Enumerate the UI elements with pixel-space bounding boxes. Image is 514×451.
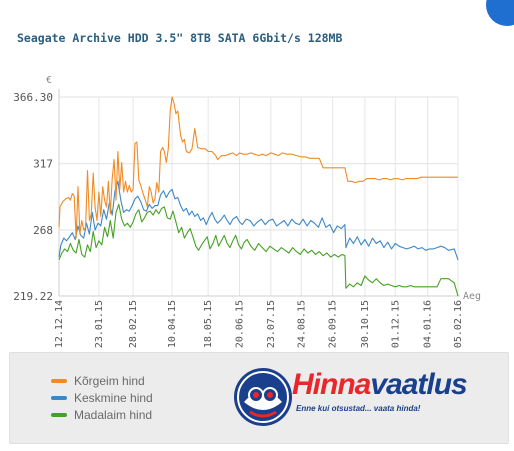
chart-labels: 366.30 317 268 219.22 € Aeg 12.12.14 23.01.15 28… (13, 75, 481, 348)
legend-swatch-lowest (51, 412, 67, 417)
x-axis-label: Aeg (463, 291, 481, 302)
legend-list: Kõrgeim hind Keskmine hind Madalaim hind (51, 372, 153, 423)
logo-word-red: Hinna (292, 368, 371, 401)
legend-label-highest: Kõrgeim hind (74, 373, 145, 388)
x-tick-label: 05.02.16 (453, 300, 464, 348)
y-tick-label: 268 (33, 224, 53, 237)
y-tick-label: 366.30 (13, 91, 53, 104)
legend-swatch-average (51, 395, 67, 400)
chart-axes (58, 89, 460, 297)
legend-item-average[interactable]: Keskmine hind (51, 389, 153, 406)
chart-grid (58, 96, 459, 297)
x-tick-label: 24.08.15 (296, 300, 307, 348)
x-tick-label: 20.06.15 (235, 300, 246, 348)
series-line-lowest (58, 203, 459, 297)
logo-slogan: Enne kui otsustad... vaata hinda! (296, 404, 421, 413)
series-line-highest (58, 96, 458, 239)
chart-title: Seagate Archive HDD 3.5" 8TB SATA 6Gbit/… (17, 31, 343, 45)
y-axis-unit: € (46, 75, 52, 86)
price-chart: 366.30 317 268 219.22 € Aeg 12.12.14 23.01.15 28… (13, 75, 481, 348)
x-tick-label: 28.02.15 (128, 300, 139, 348)
x-tick-label: 26.09.15 (328, 300, 339, 348)
x-tick-label: 30.10.15 (360, 300, 371, 348)
logo-word-blue: vaatlus (370, 368, 467, 401)
x-tick-label: 18.05.15 (203, 300, 214, 348)
plot-area (59, 97, 458, 296)
legend-label-average: Keskmine hind (74, 390, 153, 405)
x-tick-label: 10.04.15 (167, 300, 178, 348)
x-tick-label: 23.01.15 (94, 300, 105, 348)
legend-item-highest[interactable]: Kõrgeim hind (51, 372, 153, 389)
x-tick-label: 01.12.15 (390, 300, 401, 348)
legend-item-lowest[interactable]: Madalaim hind (51, 406, 153, 423)
y-tick-label: 317 (33, 158, 53, 171)
hinnavaatlus-logo[interactable]: Hinnavaatlus Enne kui otsustad... vaata … (230, 364, 470, 434)
legend-swatch-highest (51, 378, 67, 383)
x-tick-label: 12.12.14 (54, 300, 65, 348)
legend-label-lowest: Madalaim hind (74, 407, 153, 422)
y-tick-label: 219.22 (13, 290, 53, 303)
chart-series (58, 96, 459, 297)
binoculars-mascot-icon (234, 368, 292, 426)
logo-wordmark: Hinnavaatlus (292, 368, 468, 402)
x-tick-label: 23.07.15 (266, 300, 277, 348)
x-tick-label: 04.01.16 (423, 300, 434, 348)
